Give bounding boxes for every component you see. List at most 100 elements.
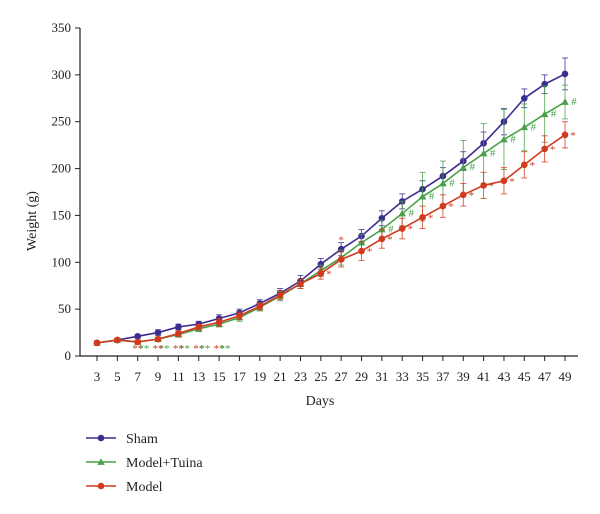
x-tick-label: 13 <box>192 369 205 384</box>
data-point <box>500 177 508 185</box>
x-tick-label: 33 <box>396 369 409 384</box>
significance-marker: ** <box>193 343 204 355</box>
data-point <box>439 202 447 210</box>
significance-marker: # <box>551 108 557 120</box>
data-point <box>500 135 508 143</box>
series-sham <box>93 57 569 347</box>
data-point <box>236 312 243 320</box>
legend: Sham Model+Tuina Model <box>86 432 203 495</box>
data-point <box>378 225 386 233</box>
x-tick-label: 3 <box>94 369 101 384</box>
significance-marker: ** <box>214 343 225 355</box>
x-tick-label: 7 <box>134 369 141 384</box>
y-tick-label: 0 <box>65 348 72 363</box>
data-point <box>561 98 569 105</box>
series-model <box>93 121 569 347</box>
data-point <box>540 110 549 118</box>
significance-marker: * <box>550 144 556 156</box>
x-tick-label: 23 <box>294 369 307 384</box>
y-axis: 0 50 100 150 200 250 300 350 <box>52 20 81 363</box>
data-point <box>418 192 427 200</box>
significance-marker: # <box>388 223 394 235</box>
x-tick-label: 29 <box>355 369 368 384</box>
series-line <box>96 73 566 344</box>
legend-marker <box>97 482 105 490</box>
significance-marker: # <box>429 191 435 203</box>
y-tick-label: 150 <box>52 207 72 222</box>
y-tick-label: 250 <box>52 114 72 129</box>
significance-marker: # <box>510 134 516 146</box>
significance-marker: # <box>571 96 577 108</box>
data-point <box>378 235 386 243</box>
significance-marker: # <box>490 148 496 160</box>
legend-label: Model+Tuina <box>126 456 203 471</box>
data-point <box>479 149 488 157</box>
data-point <box>459 191 467 199</box>
significance-marker: # <box>408 208 414 220</box>
data-point <box>541 145 548 153</box>
y-tick-label: 50 <box>58 301 71 316</box>
data-point <box>175 323 182 331</box>
x-tick-label: 35 <box>416 369 429 384</box>
x-tick-label: 39 <box>457 369 470 384</box>
x-tick-label: 47 <box>538 369 552 384</box>
significance-marker: ** <box>132 343 143 355</box>
y-axis-title: Weight (g) <box>25 191 40 251</box>
legend-label: Model <box>126 480 163 495</box>
x-tick-label: 5 <box>114 369 121 384</box>
data-point <box>215 318 223 326</box>
x-tick-label: 25 <box>314 369 327 384</box>
y-tick-label: 100 <box>52 254 72 269</box>
significance-marker: * <box>448 201 454 213</box>
significance-marker: * <box>509 176 515 188</box>
significance-marker: ** <box>173 343 184 355</box>
data-point <box>195 323 203 331</box>
significance-marker: ** <box>220 343 231 355</box>
data-point <box>358 247 365 255</box>
data-point <box>154 335 162 343</box>
legend-label: Sham <box>126 432 158 447</box>
significance-marker: * <box>387 234 393 246</box>
significance-marker: ** <box>159 343 170 355</box>
significance-marker: * <box>338 234 344 246</box>
plot-area: ** ** ** ** *********** ****##########** ** ** *… <box>93 57 577 355</box>
legend-item: Sham <box>86 432 158 447</box>
significance-marker: ** <box>179 343 190 355</box>
data-point <box>256 303 264 310</box>
x-tick-label: 21 <box>274 369 287 384</box>
data-point <box>134 333 141 340</box>
significance-marker: * <box>326 269 332 281</box>
significance-marker: * <box>530 160 536 172</box>
series-line <box>96 101 566 344</box>
data-point <box>439 179 447 187</box>
data-point <box>154 329 162 336</box>
data-point <box>520 123 529 131</box>
legend-item: Model+Tuina <box>86 456 203 471</box>
y-tick-label: 350 <box>52 20 72 35</box>
data-point <box>561 131 569 139</box>
significance-marker: * <box>407 224 413 236</box>
data-point <box>398 225 406 232</box>
data-point <box>521 161 528 169</box>
series-line <box>96 134 566 344</box>
data-point <box>134 338 141 346</box>
data-point <box>459 163 468 171</box>
data-point <box>317 270 325 277</box>
significance-marker: * <box>570 130 576 142</box>
data-point <box>521 94 528 102</box>
y-tick-label: 300 <box>52 67 72 82</box>
x-tick-label: 9 <box>155 369 162 384</box>
legend-marker <box>97 458 105 465</box>
y-tick-label: 200 <box>52 161 72 176</box>
x-tick-label: 17 <box>233 369 247 384</box>
x-tick-label: 41 <box>477 369 490 384</box>
data-point <box>297 280 304 288</box>
data-point <box>93 339 101 347</box>
series-model-tuina <box>93 84 569 346</box>
significance-marker: ** <box>138 343 149 355</box>
significance-marker: * <box>367 246 373 258</box>
data-point <box>480 182 487 189</box>
significance-marker: * <box>428 212 434 224</box>
x-tick-label: 45 <box>518 369 531 384</box>
